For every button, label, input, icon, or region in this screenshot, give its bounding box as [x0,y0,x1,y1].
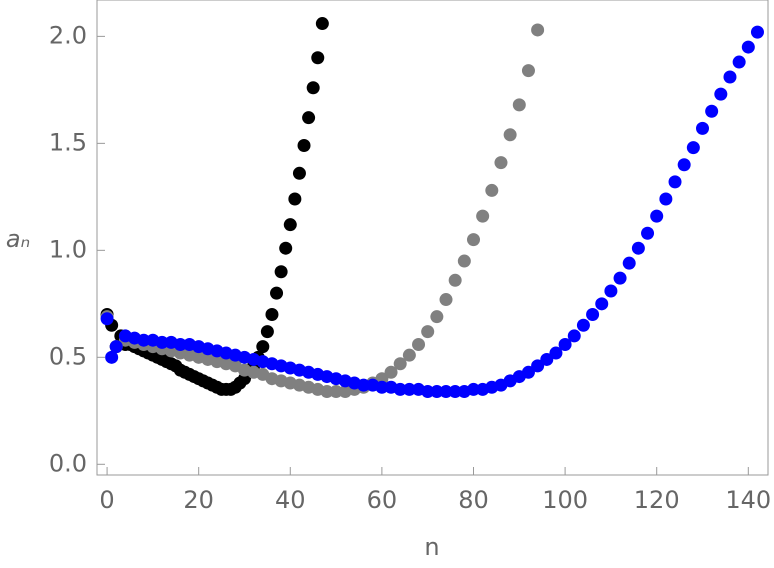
data-point [357,378,371,392]
x-tick-label: 100 [542,486,588,514]
data-point [750,25,764,39]
data-point [650,209,664,223]
data-point [595,297,609,311]
x-tick-label: 80 [458,486,489,514]
data-point [402,382,416,396]
data-point [604,284,618,298]
data-point [297,138,311,152]
data-point [320,385,334,399]
data-point [714,87,728,101]
data-point [622,256,636,270]
data-point [306,81,320,95]
data-point [696,121,710,135]
plot-frame [96,0,769,476]
data-point [315,17,329,31]
data-point [531,23,545,37]
data-point [521,365,535,379]
data-point [375,380,389,394]
y-axis-label: aₙ [6,225,30,253]
data-point [613,271,627,285]
data-point [302,111,316,125]
data-point [439,385,453,399]
y-tick-label: 2.0 [49,21,87,49]
x-tick-label: 120 [634,486,680,514]
data-point [512,98,526,112]
data-point [476,209,490,223]
data-point [531,359,545,373]
data-point [521,64,535,78]
data-point [576,318,590,332]
data-point [105,350,119,364]
data-point [393,357,407,371]
data-point [270,286,284,300]
data-point [741,40,755,54]
data-point [503,128,517,142]
data-point [466,382,480,396]
x-tick-label: 20 [183,486,214,514]
data-point [292,166,306,180]
data-point [260,325,274,339]
x-tick-label: 60 [367,486,398,514]
data-point [558,337,572,351]
data-point [384,365,398,379]
data-point [421,385,435,399]
data-point [109,340,123,354]
data-point [448,385,462,399]
data-point [659,192,673,206]
x-tick-label: 140 [725,486,771,514]
data-point [540,352,554,366]
data-point [173,337,187,351]
x-tick-label: 40 [275,486,306,514]
data-point [265,308,279,322]
y-tick-label: 1.0 [49,235,87,263]
data-point [494,156,508,170]
data-point [586,308,600,322]
data-point [457,254,471,268]
data-point [402,348,416,362]
y-tick-label: 1.5 [49,128,87,156]
data-point [686,141,700,155]
data-point [137,333,151,347]
data-point [430,385,444,399]
data-point [439,293,453,307]
data-point [288,192,302,206]
data-point [567,329,581,343]
data-point [283,218,297,232]
data-point [430,310,444,324]
x-axis-label: n [424,533,439,561]
data-point [155,335,169,349]
data-point [274,265,288,279]
data-point [705,104,719,118]
data-point [256,340,270,354]
x-tick-label: 0 [99,486,114,514]
data-point [393,382,407,396]
data-point [732,55,746,69]
data-point [448,273,462,287]
data-point [549,346,563,360]
data-point [677,158,691,172]
data-point [329,385,343,399]
data-point [279,241,293,255]
data-point [311,51,325,65]
data-point [641,226,655,240]
y-tick-label: 0.5 [49,342,87,370]
data-point [100,312,114,326]
data-point [485,183,499,197]
data-point [631,241,645,255]
data-point [412,337,426,351]
data-point [466,233,480,247]
data-point [668,175,682,189]
y-tick-label: 0.0 [49,449,87,477]
data-point [723,70,737,84]
data-point [421,325,435,339]
